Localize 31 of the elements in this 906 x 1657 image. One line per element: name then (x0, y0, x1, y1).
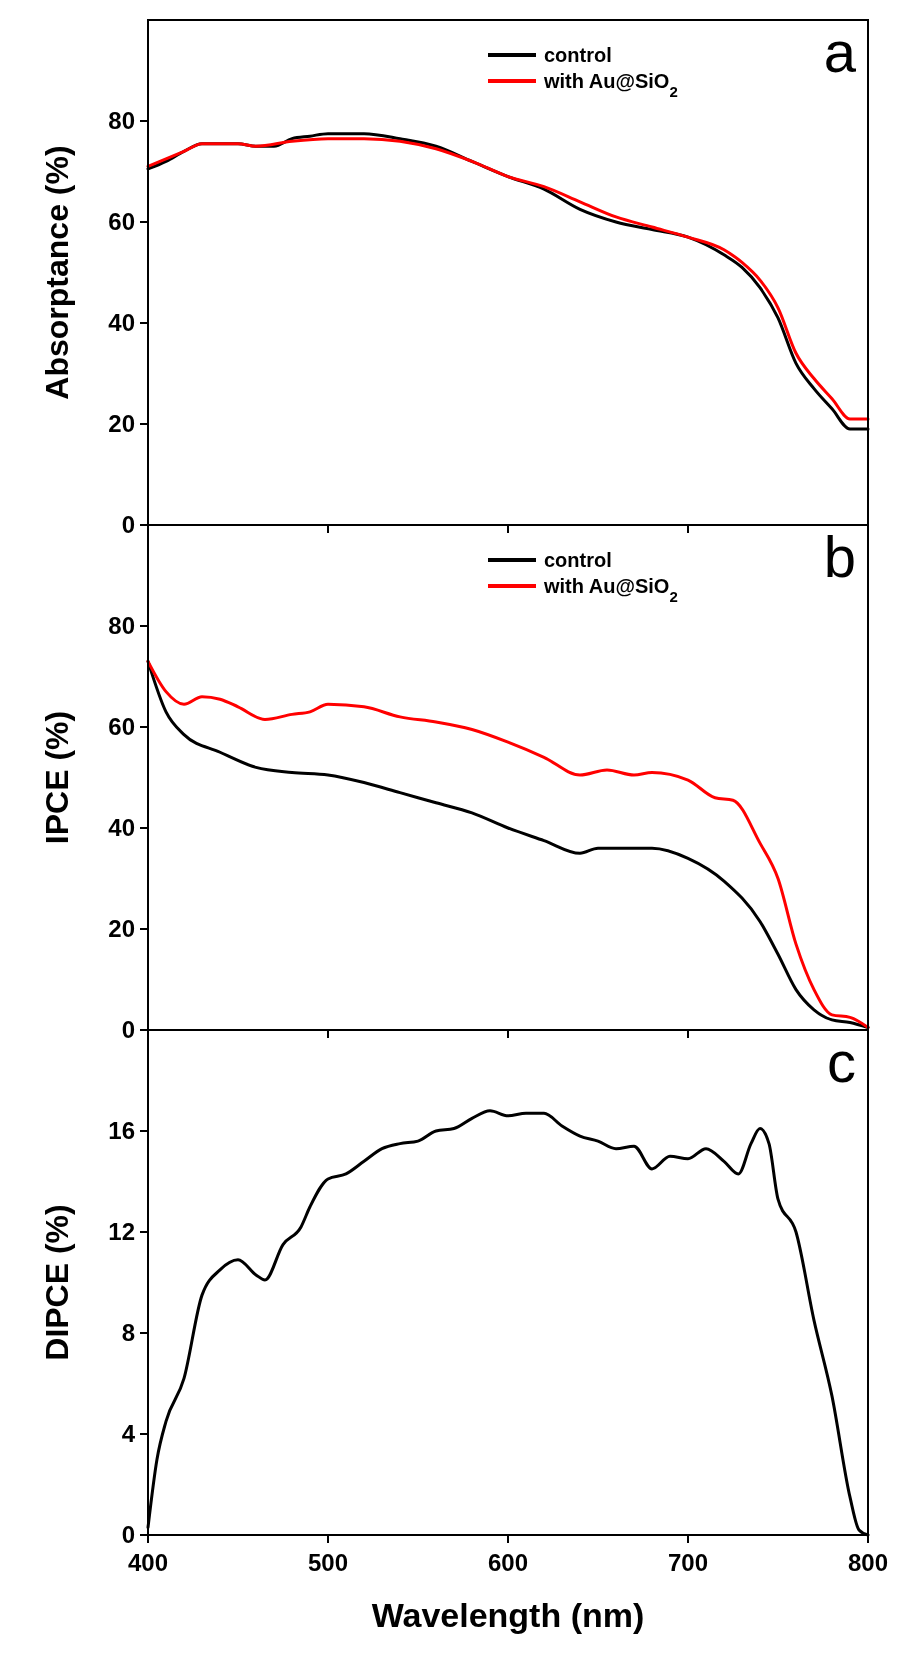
y-tick-label: 0 (121, 1016, 135, 1044)
y-tick-label: 40 (108, 309, 135, 337)
y-tick-label: 20 (108, 410, 135, 438)
y-tick-label: 0 (121, 1521, 135, 1549)
legend-label: control (544, 44, 612, 66)
legend-label: with Au@SiO$_{2}$ (543, 70, 678, 100)
legend-label: with Au@SiO$_{2}$ (543, 575, 678, 605)
y-tick-label: 4 (121, 1420, 136, 1448)
y-axis-title: DIPCE (%) (39, 1204, 75, 1361)
x-tick-label: 600 (487, 1549, 529, 1576)
x-tick-label: 700 (667, 1549, 709, 1576)
y-tick-label: 20 (108, 915, 135, 943)
annotation: a (823, 19, 857, 84)
y-axis-title: Absorptance (%) (39, 145, 75, 400)
y-tick-label: 60 (108, 208, 135, 236)
y-tick-label: 12 (108, 1218, 135, 1246)
y-tick-label: 60 (108, 713, 135, 741)
y-tick-label: 0 (121, 511, 135, 539)
y-tick-label: 40 (108, 814, 135, 842)
annotation: b (823, 524, 856, 589)
x-tick-label: 400 (127, 1549, 169, 1576)
y-tick-label: 16 (108, 1117, 135, 1145)
y-tick-label: 80 (108, 612, 135, 640)
x-tick-label: 500 (307, 1549, 349, 1576)
legend-label: control (544, 549, 612, 571)
x-tick-label: 800 (847, 1549, 889, 1576)
y-tick-label: 8 (121, 1319, 135, 1347)
x-axis-title: Wavelength (nm) (371, 1596, 645, 1634)
y-tick-label: 80 (108, 107, 135, 135)
annotation: c (827, 1029, 856, 1094)
y-axis-title: IPCE (%) (39, 710, 75, 845)
